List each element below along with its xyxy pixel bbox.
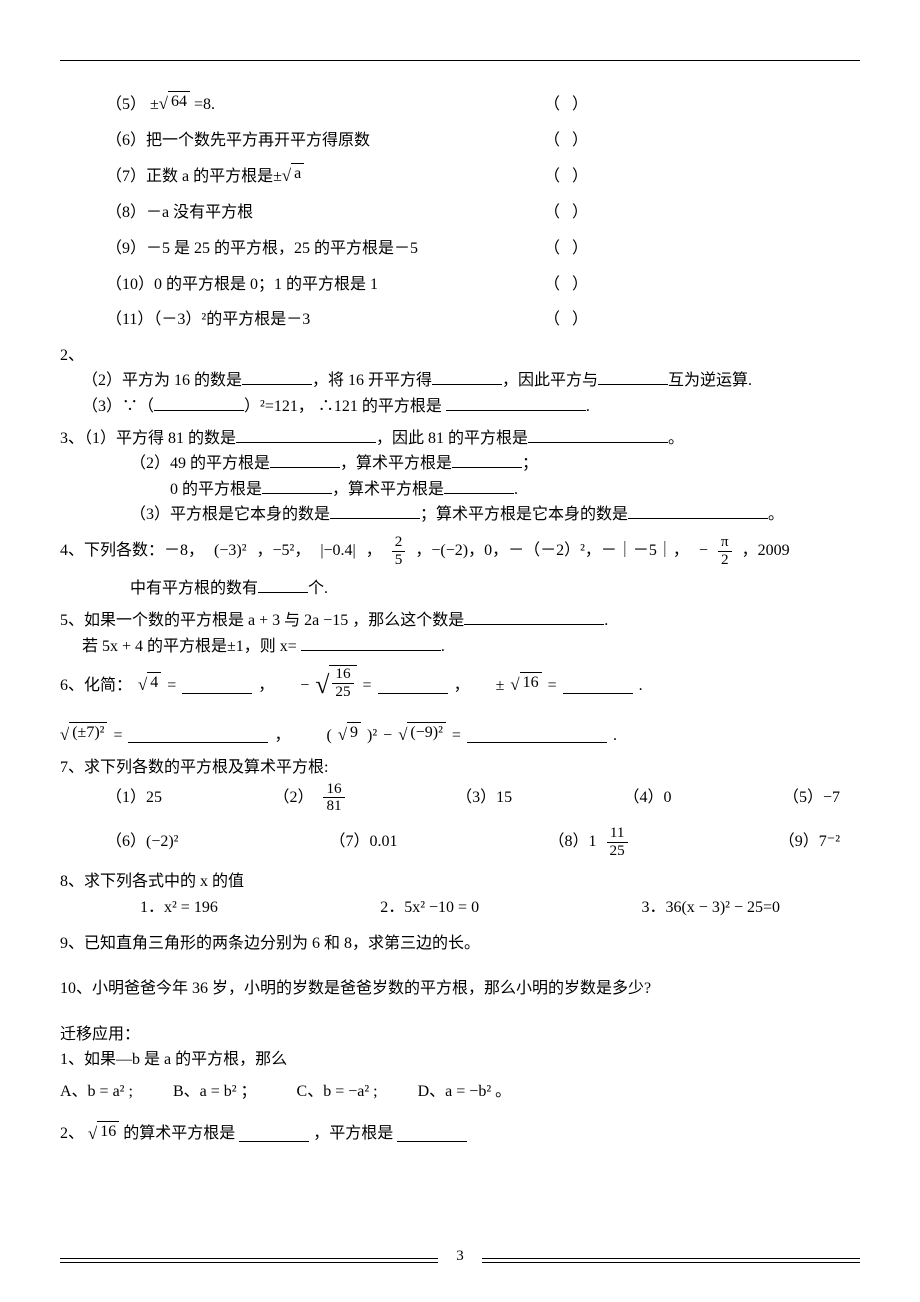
- tf-row-11: （11）（－3）²的平方根是－3 （）: [60, 307, 860, 333]
- tf-row-10: （10）0 的平方根是 0；1 的平方根是 1 （）: [60, 272, 860, 298]
- page-footer: 3: [60, 1248, 860, 1272]
- question-5: 5、如果一个数的平方根是 a + 3 与 2a −15 ，那么这个数是. 若 5…: [60, 608, 860, 659]
- tf-text: ±: [150, 96, 159, 113]
- sqrt-icon: √64: [159, 91, 190, 118]
- question-2: 2、 （2）平方为 16 的数是，将 16 开平方得，因此平方与互为逆运算. （…: [60, 343, 860, 420]
- tf-num: （5）: [106, 96, 146, 113]
- tf-row-7: （7）正数 a 的平方根是±√a （）: [60, 163, 860, 190]
- question-3: 3、（1）平方得 81 的数是，因此 81 的平方根是。 （2）49 的平方根是…: [60, 426, 860, 528]
- page-number: 3: [450, 1244, 470, 1268]
- question-8: 8、求下列各式中的 x 的值 1．x² = 196 2．5x² −10 = 0 …: [60, 869, 860, 920]
- question-10: 10、小明爸爸今年 36 岁，小明的岁数是爸爸岁数的平方根，那么小明的岁数是多少…: [60, 976, 860, 1002]
- question-9: 9、已知直角三角形的两条边分别为 6 和 8，求第三边的长。: [60, 931, 860, 957]
- transfer-section: 迁移应用： 1、如果—b 是 a 的平方根，那么 A、b = a² ; B、a …: [60, 1022, 860, 1148]
- tf-row-9: （9）－5 是 25 的平方根，25 的平方根是－5 （）: [60, 236, 860, 262]
- tf-row-8: （8）－a 没有平方根 （）: [60, 200, 860, 226]
- top-border: [60, 60, 860, 61]
- question-4: 4、下列各数：－8， (−3)² ，−5²， |−0.4| ， 25 ，−(−2…: [60, 534, 860, 602]
- tf-row-6: （6）把一个数先平方再开平方得原数 （）: [60, 128, 860, 154]
- q2-head: 2、: [60, 343, 860, 369]
- tf-row-5: （5） ±√64 =8. （）: [60, 91, 860, 118]
- question-7: 7、求下列各数的平方根及算术平方根: （1）25 （2）1681 （3）15 （…: [60, 755, 860, 859]
- fraction: 25: [392, 534, 406, 568]
- tf-paren: （）: [544, 92, 600, 118]
- question-6: 6、化简： √4 =， − √1625 =， ± √16 =. √(±7)² =…: [60, 665, 860, 749]
